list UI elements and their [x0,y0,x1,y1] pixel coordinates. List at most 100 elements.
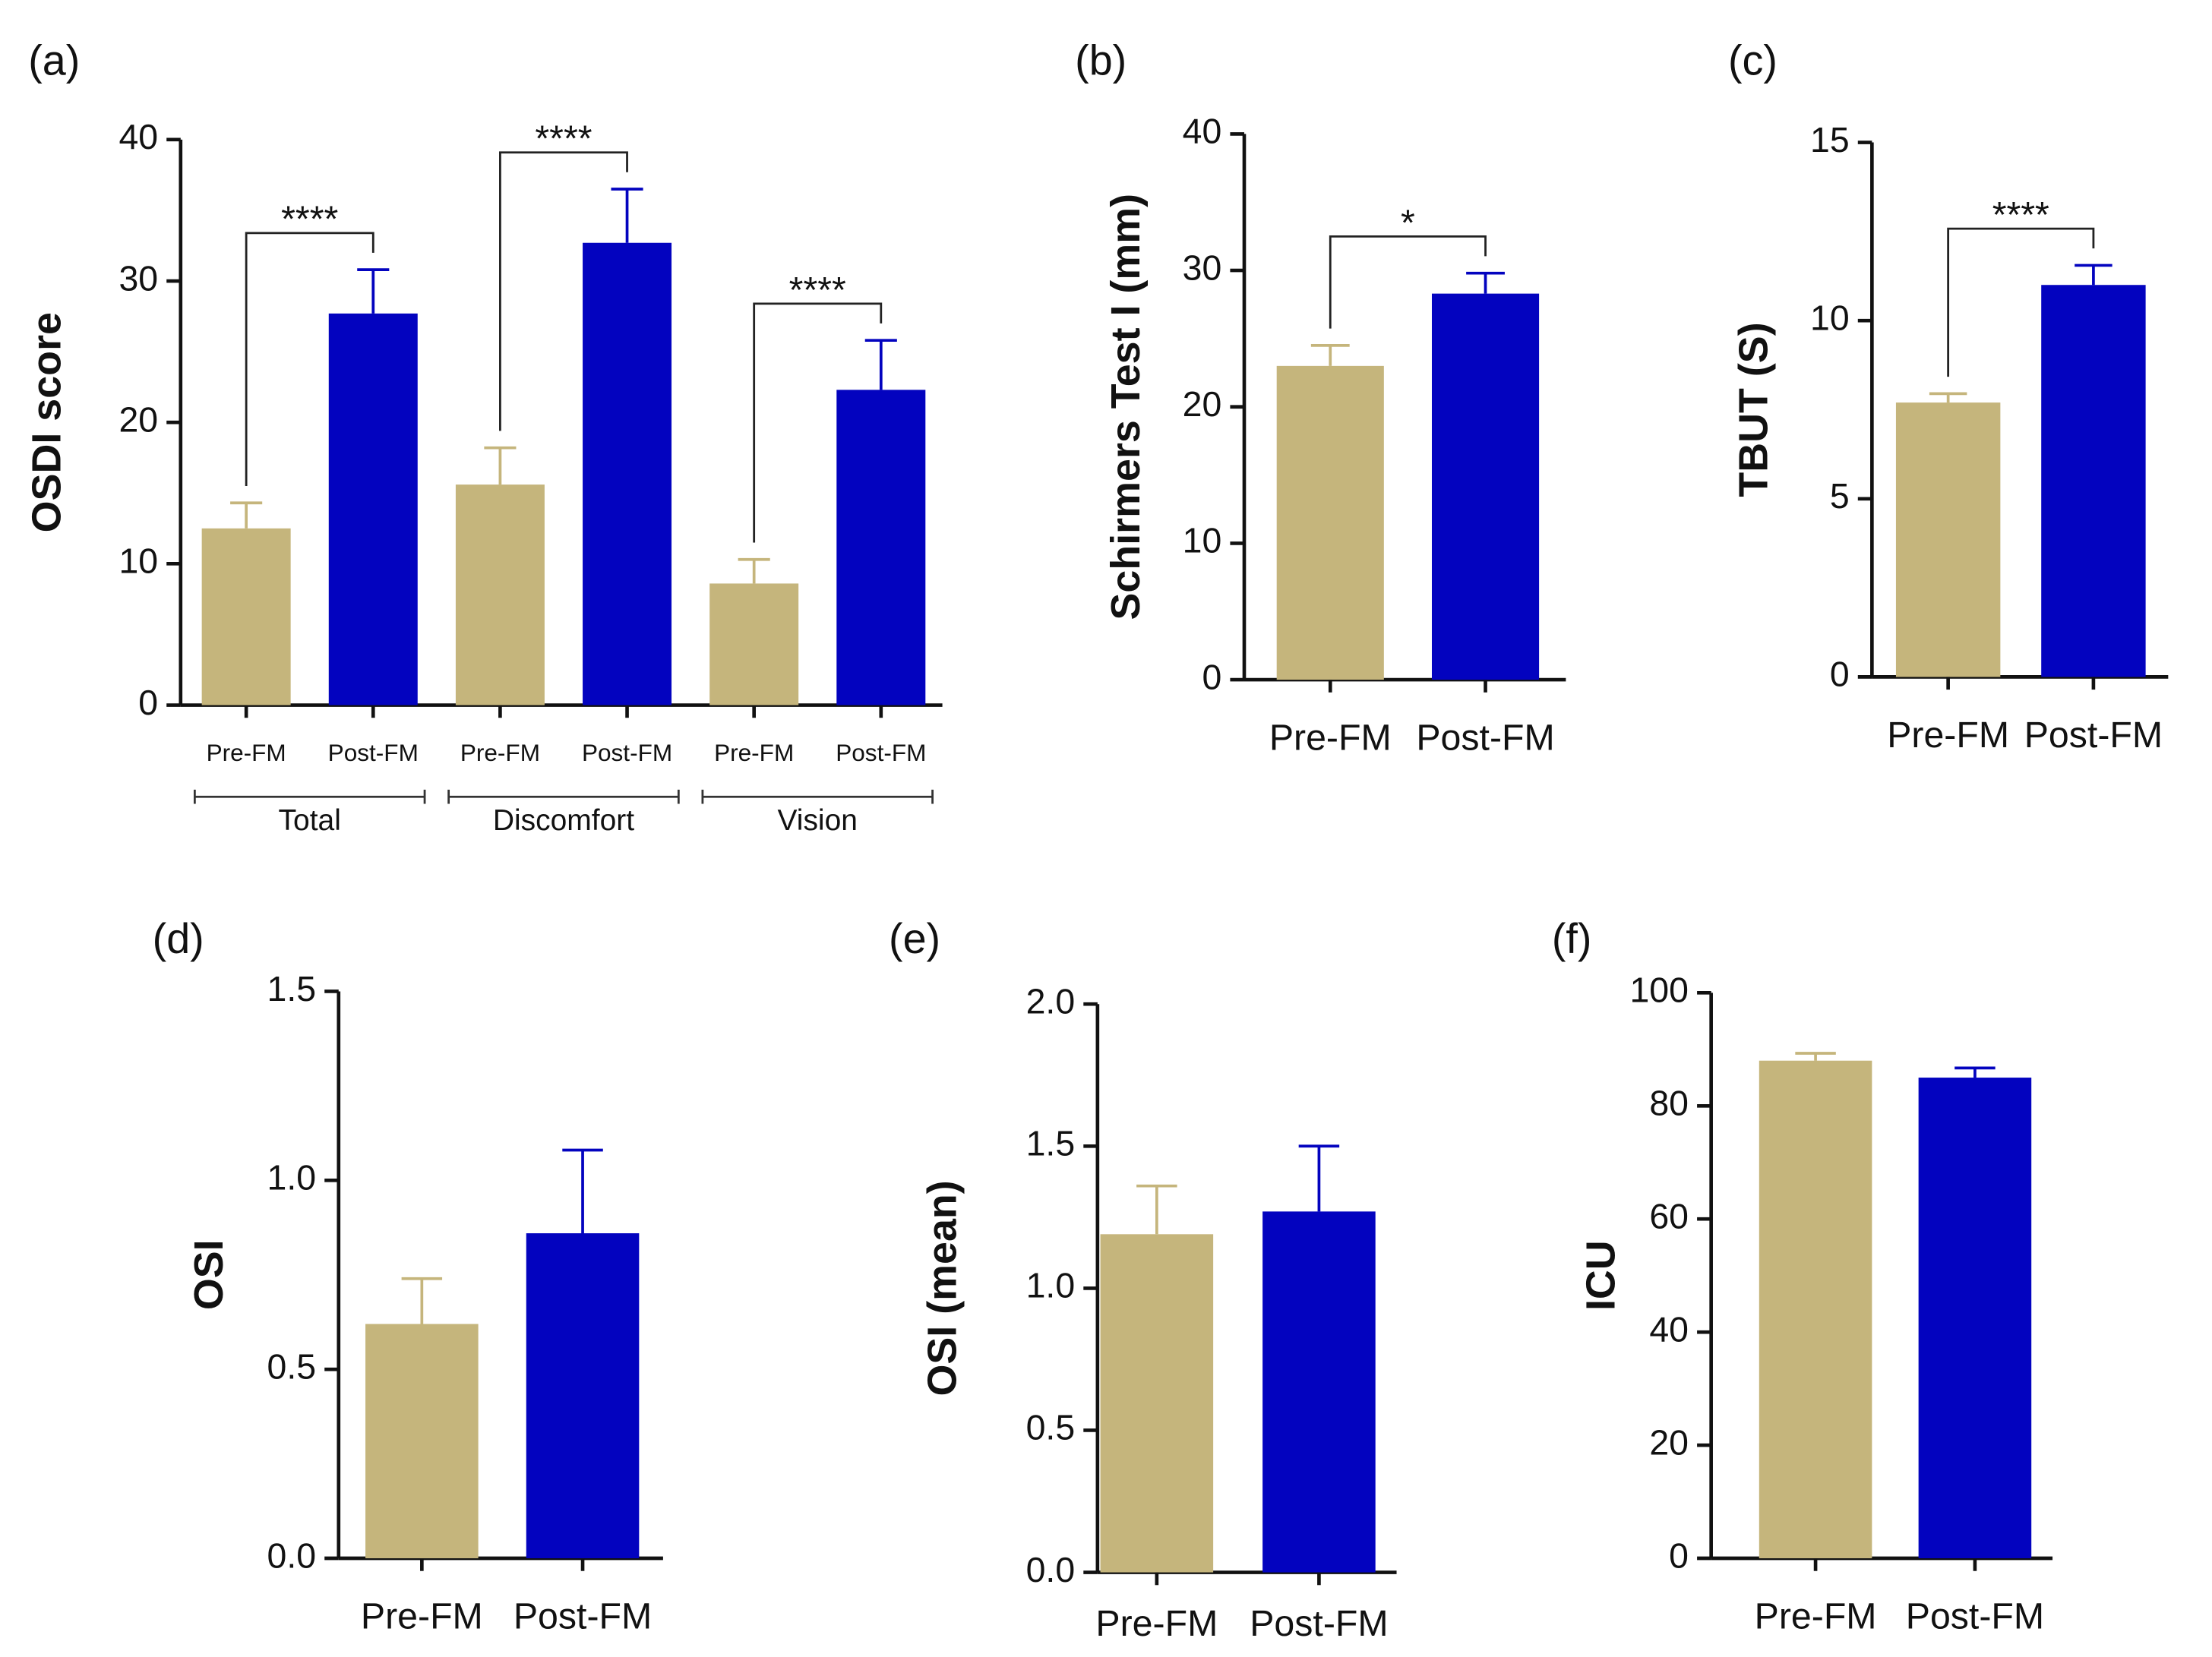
x-tick-label: Post-FM [514,1596,652,1637]
y-axis-title: TBUT (S) [1730,322,1776,497]
error-bar [230,501,263,529]
error-bar [1795,1052,1836,1061]
error-bar [357,268,390,314]
significance-bracket [753,302,883,543]
x-tick-label: Post-FM [1906,1596,2044,1637]
x-tick-label: Pre-FM [714,739,794,766]
y-tick-label: 10 [118,541,158,581]
error-bar [2075,264,2112,286]
error-bar [1310,344,1350,366]
y-tick-label: 1.0 [1026,1266,1076,1305]
y-tick-label: 20 [1183,384,1222,424]
y-axis-title: Schirmers Test I (mm) [1103,194,1149,620]
x-tick-label: Pre-FM [361,1596,483,1637]
panel-label: (a) [28,36,80,84]
significance-bracket [499,151,628,431]
bar [365,1324,479,1559]
group-label: Vision [777,804,857,837]
bar [455,484,545,705]
y-tick-label: 0 [1669,1535,1689,1575]
y-tick-label: 0.0 [267,1535,317,1575]
y-tick-label: 1.0 [267,1158,317,1198]
error-bar [401,1277,443,1324]
y-tick-label: 15 [1810,120,1850,159]
significance-bracket [245,232,374,487]
significance-label: **** [1992,194,2049,235]
y-tick-label: 0.0 [1026,1550,1076,1589]
y-tick-label: 20 [118,399,158,439]
significance-label: **** [789,270,846,311]
y-tick-label: 0 [1202,657,1221,696]
bar [1918,1078,2032,1559]
bar [1431,293,1540,680]
error-bar [484,446,517,485]
panel-label: (f) [1552,915,1592,962]
x-tick-label: Post-FM [328,739,419,766]
panel-label: (b) [1075,36,1127,84]
panel-label: (e) [889,915,940,962]
bar [583,242,672,705]
group-label: Discomfort [493,804,634,837]
error-bar [864,339,897,390]
error-bar [738,557,770,584]
y-tick-label: 60 [1649,1196,1689,1236]
error-bar [1298,1144,1340,1212]
bar [836,390,926,705]
y-tick-label: 10 [1183,521,1222,560]
y-tick-label: 2.0 [1026,981,1076,1021]
bar [201,528,291,705]
x-tick-label: Post-FM [1250,1603,1388,1644]
significance-label: * [1401,202,1415,243]
y-axis-title: OSI (mean) [920,1180,965,1396]
panel-label: (d) [153,915,204,962]
y-tick-label: 0 [138,683,158,722]
error-bar [1136,1184,1177,1235]
group-bracket [701,789,934,804]
y-tick-label: 100 [1630,971,1689,1010]
group-bracket [193,789,426,804]
x-tick-label: Post-FM [1416,718,1554,759]
bar [1262,1211,1376,1573]
bar [1759,1060,1872,1559]
y-axis-title: ICU [1578,1240,1624,1311]
x-tick-label: Pre-FM [1755,1596,1877,1637]
y-tick-label: 1.5 [1026,1124,1076,1163]
y-tick-label: 80 [1649,1084,1689,1123]
error-bar [1466,271,1505,294]
y-tick-label: 1.5 [267,969,317,1008]
group-label: Total [279,804,341,837]
y-axis-title: OSDI score [24,312,69,532]
error-bar [562,1148,603,1234]
significance-bracket [1947,227,2095,377]
panel-label: (c) [1728,36,1778,84]
error-bar [1954,1066,1996,1078]
y-tick-label: 40 [1183,112,1222,151]
x-tick-label: Post-FM [582,739,672,766]
bar [526,1233,640,1559]
bar [2041,285,2146,677]
y-tick-label: 0 [1830,655,1850,694]
y-axis-title: OSI [186,1239,232,1310]
y-tick-label: 0.5 [267,1346,317,1386]
significance-label: **** [281,199,338,240]
y-tick-label: 30 [1183,248,1222,287]
bar [1895,402,2001,677]
y-tick-label: 20 [1649,1422,1689,1462]
y-tick-label: 40 [1649,1309,1689,1349]
error-bar [611,188,643,243]
x-tick-label: Pre-FM [207,739,286,766]
bar [1276,365,1384,680]
bar [1100,1234,1214,1573]
x-tick-label: Post-FM [2024,715,2163,756]
y-tick-label: 40 [118,117,158,156]
x-tick-label: Pre-FM [1887,715,2009,756]
significance-bracket [1329,235,1487,329]
error-bar [1929,392,1967,403]
group-bracket [447,789,680,804]
bar [328,313,418,705]
y-tick-label: 30 [118,258,158,298]
x-tick-label: Pre-FM [1095,1603,1218,1644]
bar [709,583,799,705]
